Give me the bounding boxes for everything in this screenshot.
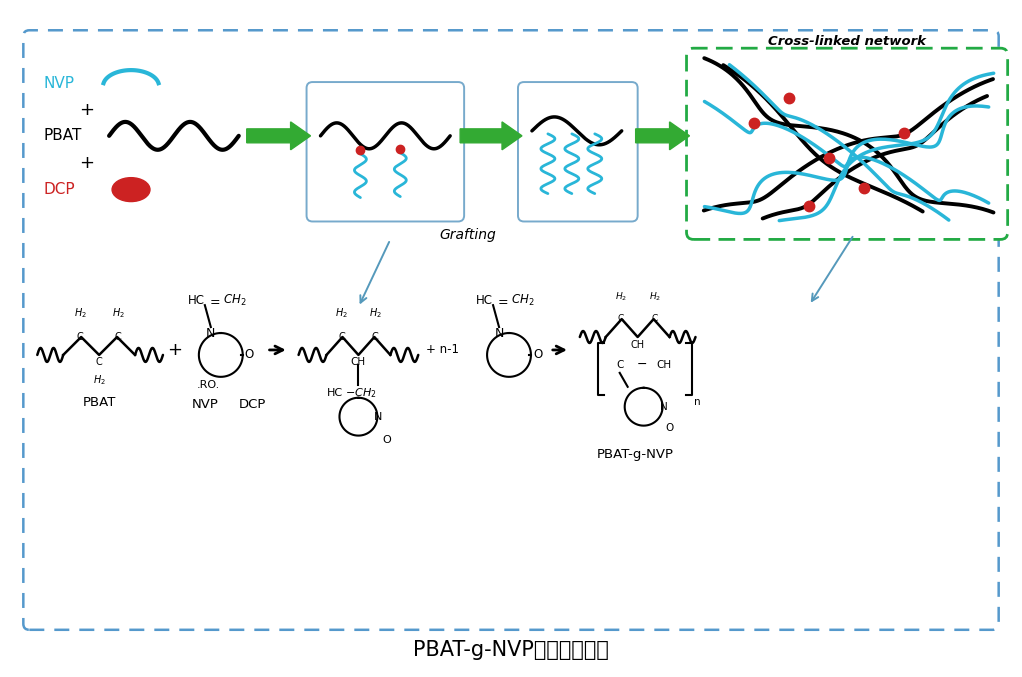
Text: N: N <box>206 326 216 340</box>
Text: $H_2$: $H_2$ <box>111 306 125 320</box>
Text: O: O <box>532 349 543 362</box>
Text: +: + <box>79 154 94 172</box>
Polygon shape <box>460 122 522 150</box>
FancyBboxPatch shape <box>687 48 1008 240</box>
Text: O: O <box>665 422 673 433</box>
Text: $H_2$: $H_2$ <box>93 373 105 387</box>
Text: DCP: DCP <box>239 398 267 411</box>
FancyBboxPatch shape <box>307 82 464 221</box>
Text: C: C <box>77 332 84 342</box>
Text: + n-1: + n-1 <box>426 343 459 357</box>
Text: O: O <box>244 349 254 362</box>
Text: $=$: $=$ <box>495 294 509 307</box>
Text: $H_2$: $H_2$ <box>335 306 347 320</box>
Text: $H_2$: $H_2$ <box>369 306 382 320</box>
Text: NVP: NVP <box>43 76 75 91</box>
Text: C: C <box>617 313 623 322</box>
Text: .RO.: .RO. <box>197 380 221 390</box>
Text: C: C <box>96 357 102 367</box>
Text: O: O <box>382 435 390 445</box>
Text: N: N <box>660 401 667 412</box>
Ellipse shape <box>112 177 150 202</box>
Text: $CH_2$: $CH_2$ <box>223 292 246 308</box>
Text: HC: HC <box>327 388 343 398</box>
Text: DCP: DCP <box>43 182 75 197</box>
Text: CH: CH <box>631 340 645 350</box>
Text: Grafting: Grafting <box>439 228 497 242</box>
Text: n: n <box>694 397 700 407</box>
Text: $H_2$: $H_2$ <box>649 290 660 303</box>
Text: PBAT: PBAT <box>43 129 82 144</box>
Polygon shape <box>636 122 690 150</box>
Text: +: + <box>168 341 182 359</box>
Text: HC: HC <box>476 294 493 307</box>
Text: PBAT: PBAT <box>83 396 115 409</box>
Text: NVP: NVP <box>191 398 219 411</box>
FancyBboxPatch shape <box>518 82 638 221</box>
Text: N: N <box>495 326 504 340</box>
Text: C: C <box>372 332 379 342</box>
Text: +: + <box>79 101 94 119</box>
Text: HC: HC <box>188 294 204 307</box>
Text: $H_2$: $H_2$ <box>74 306 87 320</box>
Text: $-CH_2$: $-CH_2$ <box>345 386 377 399</box>
Text: CH: CH <box>351 357 366 367</box>
Text: CH: CH <box>656 360 671 370</box>
Text: C: C <box>114 332 122 342</box>
Text: N: N <box>374 412 382 422</box>
Text: C: C <box>338 332 344 342</box>
Text: $H_2$: $H_2$ <box>614 290 626 303</box>
Text: PBAT-g-NVP: PBAT-g-NVP <box>597 448 675 461</box>
Text: Cross-linked network: Cross-linked network <box>769 35 926 47</box>
Text: C: C <box>651 313 658 322</box>
Text: −: − <box>637 358 647 372</box>
Text: C: C <box>616 360 623 370</box>
Text: $CH_2$: $CH_2$ <box>511 292 535 308</box>
Text: PBAT-g-NVP接枝反应机理: PBAT-g-NVP接枝反应机理 <box>413 640 609 659</box>
Text: $=$: $=$ <box>206 294 221 307</box>
Polygon shape <box>246 122 311 150</box>
